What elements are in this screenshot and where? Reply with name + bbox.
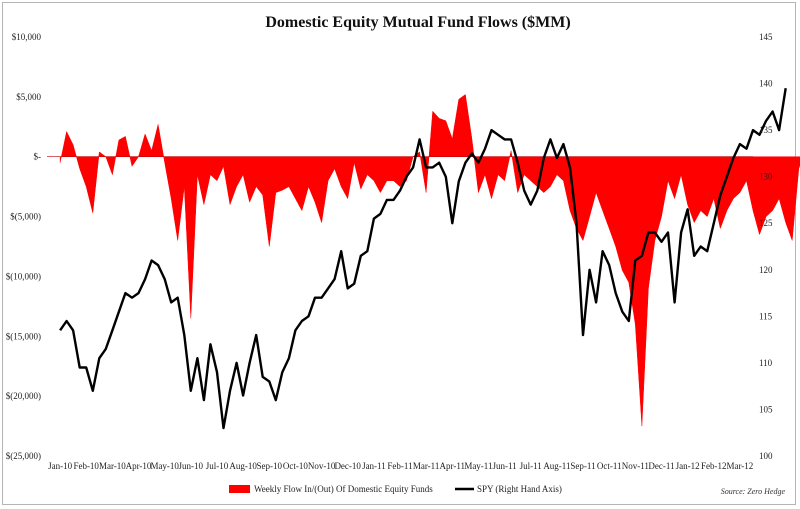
x-axis-tick-label: Mar-11: [413, 461, 439, 471]
axes: $(25,000) $(20,000) $(15,000) $(10,000) $(5,…: [6, 32, 773, 471]
right-axis-tick-label: 105: [759, 404, 773, 414]
left-axis-tick-label: $-: [34, 152, 42, 162]
legend-label-flow: Weekly Flow In/(Out) Of Domestic Equity …: [254, 484, 433, 494]
source-note: Source: Zero Hedge: [721, 487, 786, 496]
x-axis-tick-label: Jun-10: [179, 461, 204, 471]
x-axis-tick-label: Oct-10: [283, 461, 308, 471]
x-axis-tick-label: Oct-11: [597, 461, 622, 471]
x-axis-tick-label: Aug-11: [543, 461, 570, 471]
x-axis-tick-label: Dec-10: [334, 461, 361, 471]
left-axis-tick-label: $10,000: [12, 32, 42, 42]
right-axis-tick-label: 115: [759, 311, 773, 321]
fund-flow-area: [59, 94, 800, 427]
x-axis-tick-label: Nov-11: [622, 461, 649, 471]
x-axis-tick-label: Sep-11: [570, 461, 595, 471]
right-axis-tick-label: 140: [759, 79, 773, 89]
right-axis-tick-label: 145: [759, 32, 773, 42]
x-axis-tick-label: Aug-10: [229, 461, 257, 471]
x-axis-tick-label: Sep-10: [257, 461, 283, 471]
left-axis-tick-label: $(10,000): [6, 271, 41, 281]
right-axis-tick-label: 110: [759, 358, 773, 368]
chart-title: Domestic Equity Mutual Fund Flows ($MM): [265, 14, 570, 31]
right-axis-tick-label: 130: [759, 172, 773, 182]
x-axis-tick-label: Jul-10: [206, 461, 229, 471]
x-axis-tick-label: Feb-12: [701, 461, 727, 471]
x-axis-tick-label: Jun-11: [493, 461, 517, 471]
legend-swatch-flow: [229, 485, 250, 493]
right-axis-tick-label: 100: [759, 451, 773, 461]
x-axis-tick-label: May-10: [150, 461, 179, 471]
right-axis-tick-label: 120: [759, 265, 773, 275]
x-axis-tick-label: Apr-10: [126, 461, 152, 471]
x-axis-tick-label: Jan-11: [362, 461, 386, 471]
right-axis-tick-label: 125: [759, 218, 773, 228]
spy-line: [59, 88, 787, 430]
x-axis-tick-label: Jul-11: [520, 461, 542, 471]
legend-label-spy: SPY (Right Hand Axis): [477, 484, 562, 494]
x-axis-tick-label: Jan-12: [676, 461, 700, 471]
x-axis-tick-label: Feb-11: [387, 461, 412, 471]
left-axis-tick-label: $(25,000): [6, 451, 41, 461]
x-axis-tick-label: May-11: [464, 461, 492, 471]
x-axis-tick-label: Apr-11: [440, 461, 465, 471]
x-axis-tick-label: Feb-10: [73, 461, 99, 471]
right-axis-tick-label: 135: [759, 125, 773, 135]
x-axis-tick-label: Dec-11: [648, 461, 674, 471]
x-axis-tick-label: Mar-10: [99, 461, 126, 471]
x-axis-tick-label: Mar-12: [726, 461, 753, 471]
plot-area: [47, 88, 800, 430]
x-axis-tick-label: Nov-10: [308, 461, 336, 471]
left-axis-tick-label: $(20,000): [6, 391, 41, 401]
left-axis-tick-label: $5,000: [16, 92, 41, 102]
x-axis-tick-label: Jan-10: [48, 461, 72, 471]
left-axis-tick-label: $(5,000): [10, 212, 41, 222]
legend: Weekly Flow In/(Out) Of Domestic Equity …: [229, 484, 562, 494]
left-axis-tick-label: $(15,000): [6, 331, 41, 341]
